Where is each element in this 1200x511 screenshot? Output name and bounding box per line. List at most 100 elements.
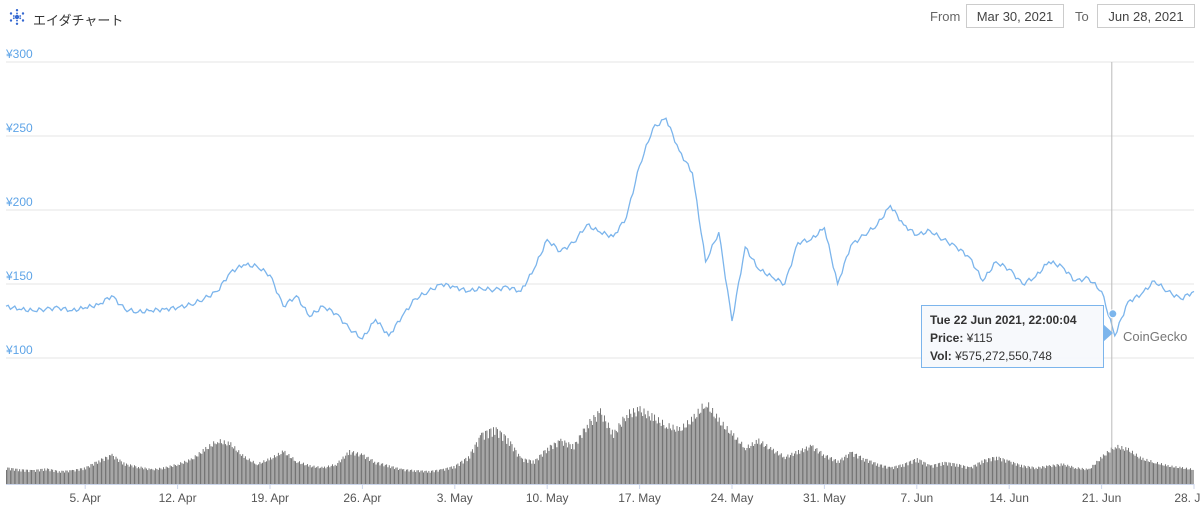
- volume-bar: [850, 452, 852, 484]
- volume-bar: [701, 403, 703, 484]
- volume-bar: [535, 459, 537, 484]
- volume-bar: [775, 452, 777, 484]
- volume-bar: [596, 421, 597, 484]
- volume-bar: [782, 457, 784, 484]
- volume-bar: [423, 472, 425, 484]
- volume-bar: [607, 422, 609, 484]
- volume-bar: [473, 452, 475, 484]
- volume-bar: [680, 430, 682, 484]
- volume-bar: [503, 434, 505, 484]
- volume-bar: [339, 462, 341, 484]
- from-date-input[interactable]: Mar 30, 2021: [966, 4, 1064, 28]
- volume-bar: [1080, 469, 1082, 484]
- volume-bar: [1175, 466, 1177, 484]
- volume-bar: [633, 408, 634, 484]
- volume-bar: [808, 447, 810, 484]
- volume-bar: [567, 447, 568, 484]
- volume-bar: [62, 470, 64, 484]
- volume-bar: [635, 416, 637, 484]
- volume-bar: [86, 466, 88, 484]
- volume-bar: [353, 451, 355, 484]
- volume-bar: [552, 449, 554, 484]
- volume-bar: [25, 469, 27, 484]
- volume-bar: [102, 458, 104, 484]
- volume-bar: [663, 425, 665, 484]
- volume-bar: [739, 443, 741, 484]
- volume-bar: [522, 458, 524, 484]
- volume-bar: [305, 465, 307, 484]
- volume-bar: [642, 416, 644, 484]
- volume-bar: [1096, 460, 1098, 484]
- volume-bar: [1101, 458, 1103, 484]
- volume-bar: [646, 418, 648, 484]
- volume-bar: [696, 417, 698, 484]
- volume-bar: [479, 435, 481, 484]
- volume-bar: [295, 461, 296, 484]
- tooltip-price-value: ¥115: [966, 331, 993, 345]
- x-tick-label: 31. May: [803, 491, 846, 505]
- volume-bar: [54, 470, 56, 484]
- volume-bar: [634, 412, 636, 484]
- volume-bar: [1154, 463, 1156, 484]
- volume-bar: [285, 455, 287, 484]
- volume-bar: [1060, 463, 1062, 484]
- volume-bar: [1098, 461, 1100, 484]
- volume-bar: [730, 430, 732, 484]
- volume-bar: [644, 414, 646, 484]
- volume-bar: [72, 469, 73, 484]
- volume-bar: [1054, 465, 1055, 484]
- volume-bar: [1133, 454, 1135, 484]
- volume-bar: [953, 463, 955, 484]
- volume-bar: [856, 453, 857, 484]
- volume-bar: [1161, 463, 1162, 484]
- volume-bar: [936, 466, 938, 484]
- volume-bar: [16, 468, 18, 484]
- volume-bar: [792, 455, 794, 484]
- volume-bar: [615, 430, 617, 484]
- volume-bar: [412, 471, 414, 484]
- volume-bar: [424, 470, 426, 484]
- to-date-input[interactable]: Jun 28, 2021: [1097, 4, 1195, 28]
- volume-bar: [825, 455, 827, 484]
- volume-bar: [61, 470, 63, 484]
- volume-bar: [149, 469, 151, 484]
- volume-bar: [1100, 456, 1102, 484]
- volume-bar: [720, 425, 722, 484]
- volume-bar: [767, 449, 769, 484]
- volume-bar: [998, 456, 1000, 484]
- volume-bar: [801, 448, 803, 484]
- volume-bar: [420, 470, 422, 484]
- volume-bar: [926, 466, 927, 484]
- volume-bar: [477, 446, 479, 484]
- volume-bar: [541, 456, 543, 484]
- volume-bar: [761, 443, 762, 484]
- volume-bar: [804, 449, 806, 484]
- volume-bar: [609, 427, 611, 484]
- volume-bar: [702, 408, 704, 484]
- volume-bar: [1072, 467, 1074, 484]
- volume-bar: [1105, 455, 1107, 484]
- volume-bar: [17, 471, 19, 484]
- volume-bar: [1087, 469, 1088, 484]
- volume-bar: [1044, 468, 1046, 484]
- volume-bar: [287, 455, 289, 484]
- volume-bar: [1171, 465, 1173, 484]
- volume-bar: [36, 469, 38, 484]
- y-tick-label: ¥100: [5, 343, 33, 357]
- volume-bar: [1114, 447, 1116, 484]
- volume-bar: [1084, 470, 1086, 484]
- volume-bar: [441, 469, 443, 484]
- volume-bar: [738, 443, 740, 484]
- volume-bar: [247, 460, 249, 484]
- volume-bar: [124, 465, 126, 484]
- volume-bar: [1035, 467, 1037, 484]
- volume-bar: [42, 471, 44, 484]
- volume-bar: [79, 468, 81, 484]
- volume-bar: [866, 458, 868, 484]
- volume-bar: [506, 443, 508, 484]
- volume-bar: [1110, 447, 1112, 484]
- volume-bar: [1091, 468, 1092, 484]
- volume-bar: [317, 466, 319, 484]
- volume-bar: [29, 469, 31, 484]
